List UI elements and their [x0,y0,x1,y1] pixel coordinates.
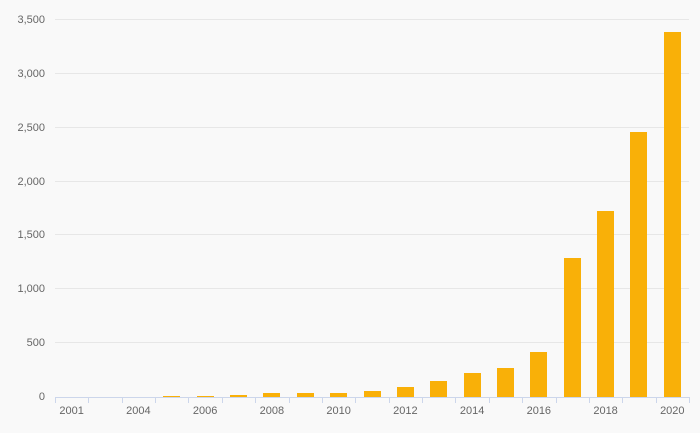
y-axis-label: 0 [38,391,45,403]
x-tick [321,398,323,403]
y-axis-label: 1,500 [17,229,45,242]
gridline [55,288,689,290]
gridline [55,72,689,74]
y-axis-label: 1,000 [17,283,45,296]
bar-2017[interactable] [563,258,581,397]
x-axis-label: 2001 [59,405,84,417]
gridline [55,19,689,20]
x-tick [155,398,157,403]
x-tick [255,398,257,403]
y-axis-label: 2,500 [17,121,45,134]
y-axis-label: 2,000 [17,175,45,188]
bar-2013[interactable] [430,380,448,397]
x-axis-label: 2006 [192,405,218,417]
bar-2019[interactable] [630,132,648,397]
x-tick [655,398,657,403]
y-axis-label: 3,500 [17,14,45,26]
x-tick [488,398,490,403]
x-tick [121,398,123,403]
x-tick [288,398,290,403]
x-axis-label: 2018 [593,405,618,417]
x-tick [188,398,190,403]
y-axis-label: 3,000 [17,67,45,80]
x-tick [388,398,390,403]
y-axis-label: 500 [26,337,45,350]
bar-2018[interactable] [597,210,615,397]
gridline [55,126,689,128]
x-axis-label: 2012 [393,405,418,417]
bar-2008[interactable] [263,393,281,397]
x-axis-label: 2014 [459,405,485,417]
x-axis-label: 2004 [126,405,151,417]
bar-2010[interactable] [330,392,348,397]
x-axis-label: 2016 [526,405,552,417]
x-tick [55,398,56,403]
x-tick [422,398,424,403]
x-tick [689,398,690,403]
x-axis-label: 2010 [326,405,351,417]
gridline [55,180,689,182]
bar-2016[interactable] [530,352,548,397]
x-tick [588,398,590,403]
bar-2007[interactable] [230,394,248,397]
gridline [55,342,689,344]
bar-2005[interactable] [163,396,181,397]
bar-2006[interactable] [196,395,214,397]
x-axis-label: 2008 [259,405,285,417]
x-tick [522,398,524,403]
plot-area [55,19,689,397]
gridline [55,234,689,236]
x-axis-label: 2020 [660,405,685,417]
bar-2014[interactable] [463,373,481,397]
bar-2009[interactable] [296,392,314,397]
bar-2015[interactable] [496,368,514,397]
x-tick [555,398,557,403]
x-tick [88,398,90,403]
x-tick [221,398,223,403]
bar-2012[interactable] [396,387,414,397]
x-tick [622,398,624,403]
bar-2011[interactable] [363,390,381,397]
x-tick [355,398,357,403]
x-axis-line [55,397,690,398]
x-tick [455,398,457,403]
bar-2020[interactable] [663,32,681,397]
